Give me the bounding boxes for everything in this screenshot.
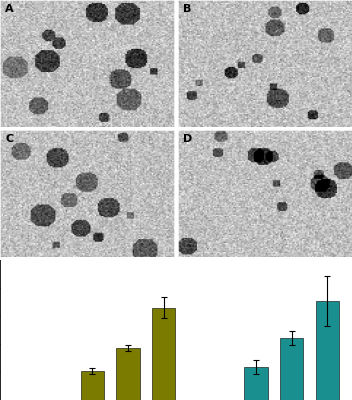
Text: A: A	[5, 4, 14, 14]
Bar	[315, 301, 339, 400]
Bar	[117, 348, 139, 400]
Bar	[244, 367, 268, 400]
Bar	[152, 308, 175, 400]
Bar	[81, 371, 104, 400]
Text: D: D	[183, 134, 192, 144]
Bar	[280, 338, 303, 400]
Text: C: C	[5, 134, 13, 144]
Text: B: B	[183, 4, 191, 14]
